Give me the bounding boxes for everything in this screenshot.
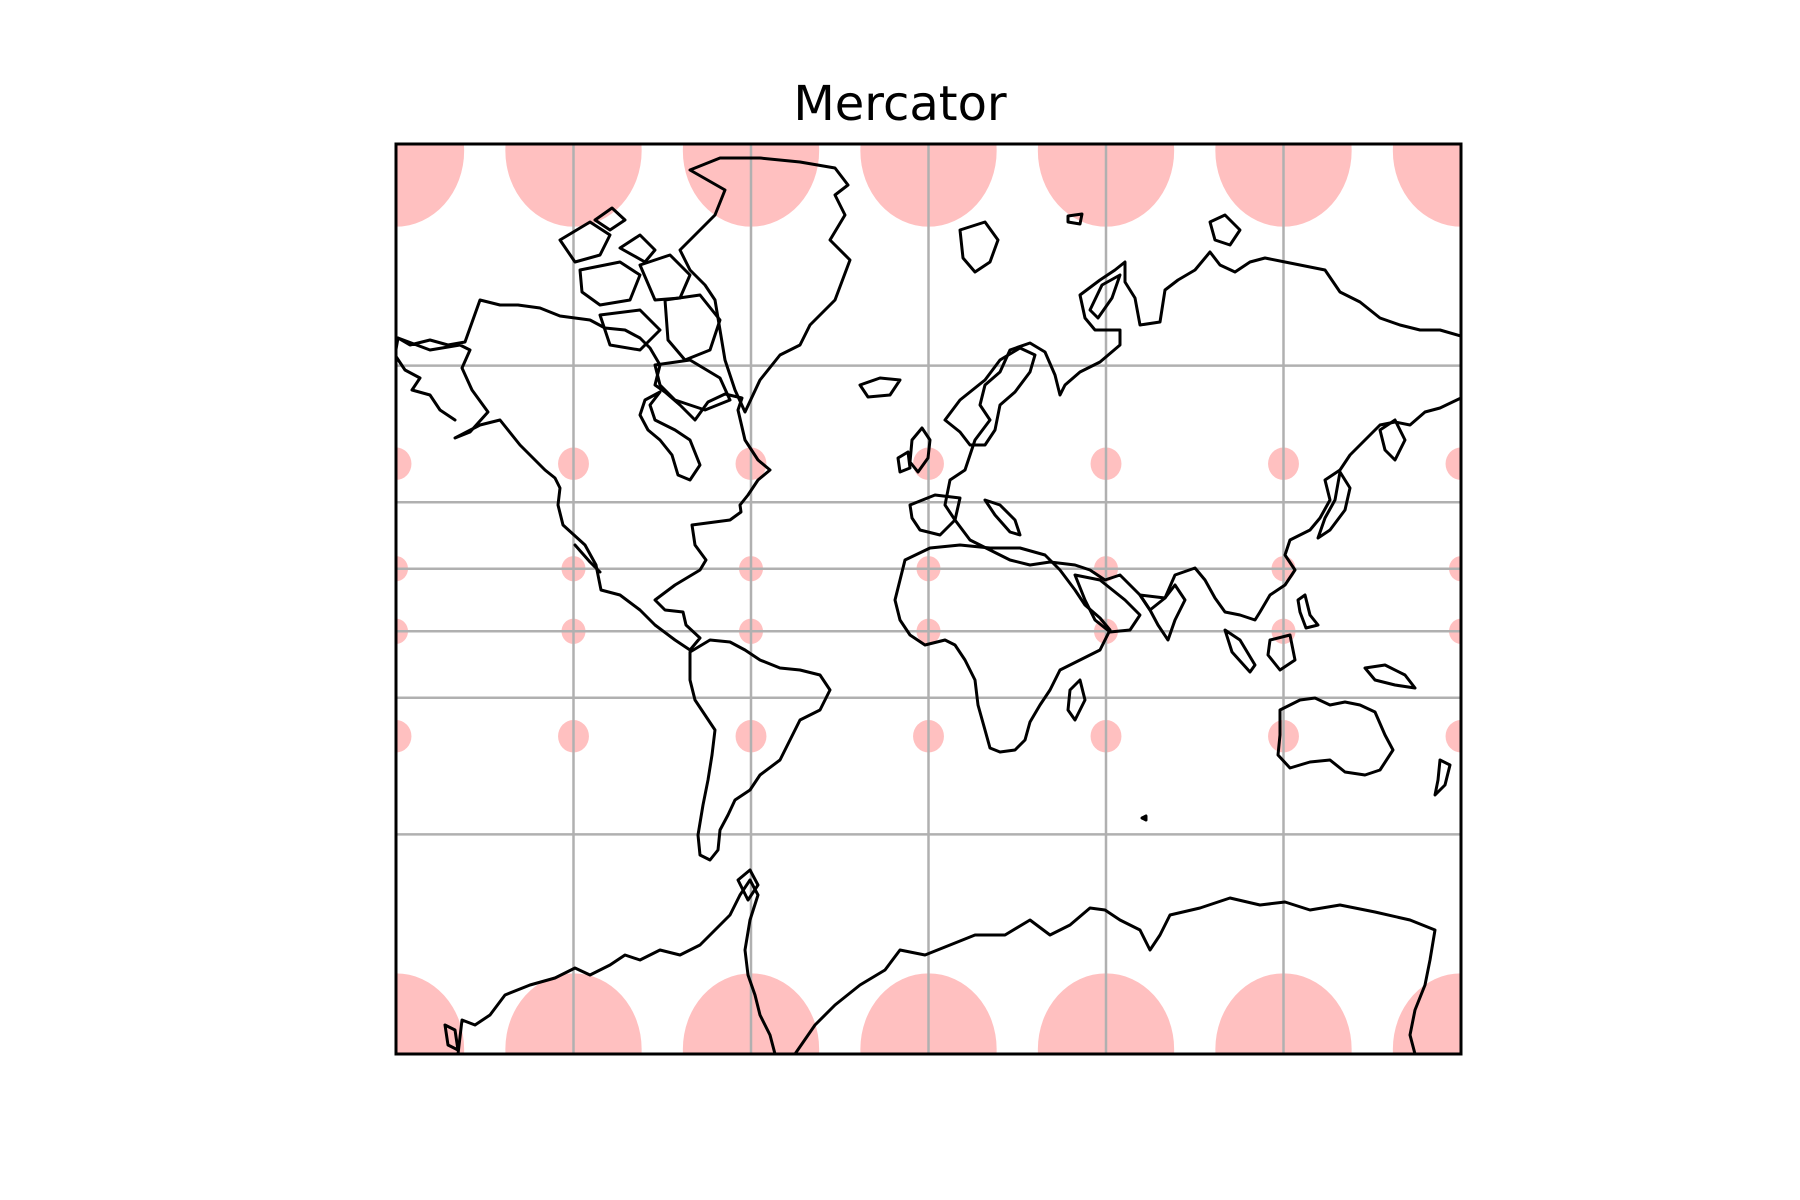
madeira-dot (1140, 814, 1148, 822)
arctic-island-7 (618, 233, 657, 264)
novaya-zemlya (1088, 273, 1122, 320)
north-america-coastline (396, 298, 772, 652)
new-zealand-coastline (1433, 758, 1452, 797)
sumatra-coastline (1223, 628, 1257, 674)
alaska-coastline (396, 336, 457, 422)
tissot-indicatrix (1445, 720, 1461, 753)
iberia-coastline (908, 493, 962, 537)
antarctica-coastline (456, 878, 1437, 1054)
arctic-island-8 (593, 206, 627, 232)
south-america-coastline (688, 638, 832, 862)
severnaya-zemlya (1208, 213, 1242, 247)
arctic-island-6 (653, 358, 732, 412)
hudson-bay-coastline (638, 390, 702, 482)
philippines-coastline (1296, 593, 1320, 630)
arctic-island-1 (558, 220, 612, 264)
arctic-island-2 (578, 260, 642, 307)
tissot-indicatrix (396, 720, 412, 753)
antarctica-island-left (443, 1023, 460, 1052)
franz-josef-land (1066, 212, 1084, 226)
india-coastline (1138, 583, 1187, 642)
tissot-indicatrix (396, 144, 465, 227)
arctic-island-5 (663, 293, 722, 362)
greenland-coastline (678, 156, 852, 414)
map-title: Mercator (793, 76, 1007, 132)
iceland-coastline (858, 376, 902, 399)
coastline-layer (396, 156, 1461, 1054)
scandinavia-coastline (943, 346, 1037, 447)
tissot-indicatrix (396, 447, 412, 480)
italy-coastline (983, 498, 1022, 537)
ireland-coastline (896, 450, 912, 474)
eurasia-coastline (943, 250, 1461, 622)
tissot-indicatrix (1445, 447, 1461, 480)
svalbard-coastline (958, 220, 1000, 274)
kamchatka-coastline (1378, 418, 1407, 462)
arctic-island-4 (598, 308, 662, 352)
arctic-island-3 (638, 253, 692, 302)
africa-coastline (893, 543, 1112, 754)
australia-coastline (1276, 696, 1395, 777)
madagascar-coastline (1066, 678, 1087, 722)
borneo-coastline (1266, 633, 1297, 672)
japan-coastline (1316, 470, 1352, 540)
map-frame (394, 142, 1463, 1056)
graticule-layer (396, 144, 1461, 1054)
gulf-of-california (573, 543, 602, 574)
tissot-indicatrix (1392, 144, 1461, 227)
new-guinea-coastline (1363, 663, 1417, 690)
antarctic-peninsula-coastline (736, 868, 760, 902)
